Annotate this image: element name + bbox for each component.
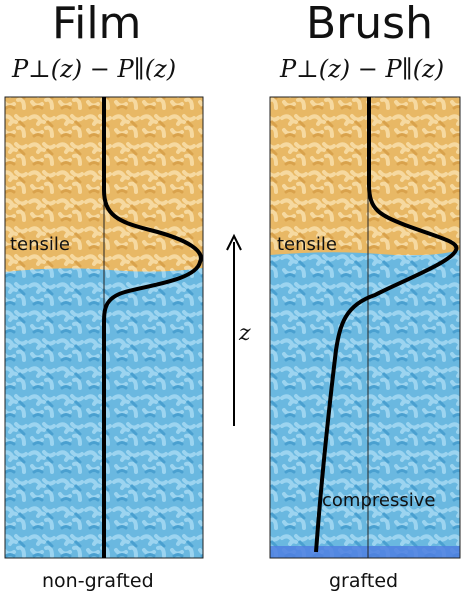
film-pressure-formula: P⊥(z) − P∥(z) bbox=[12, 55, 177, 83]
brush-compressive-label: compressive bbox=[322, 490, 435, 511]
brush-bottom-phase bbox=[270, 250, 460, 558]
brush-graft-layer bbox=[270, 546, 460, 558]
film-title: Film bbox=[52, 0, 142, 49]
brush-pressure-curve bbox=[314, 97, 459, 553]
film-tensile-label: tensile bbox=[10, 234, 70, 255]
brush-top-phase bbox=[270, 97, 460, 255]
brush-pressure-formula: P⊥(z) − P∥(z) bbox=[280, 55, 445, 83]
brush-caption: grafted bbox=[329, 570, 399, 592]
z-axis-arrow bbox=[226, 233, 242, 426]
brush-tensile-label: tensile bbox=[277, 234, 337, 255]
film-panel bbox=[4, 96, 204, 559]
z-axis-label: z bbox=[238, 321, 251, 346]
film-pressure-curve bbox=[102, 97, 203, 558]
brush-title: Brush bbox=[306, 0, 433, 49]
brush-panel bbox=[269, 96, 461, 559]
film-caption: non-grafted bbox=[42, 570, 154, 592]
